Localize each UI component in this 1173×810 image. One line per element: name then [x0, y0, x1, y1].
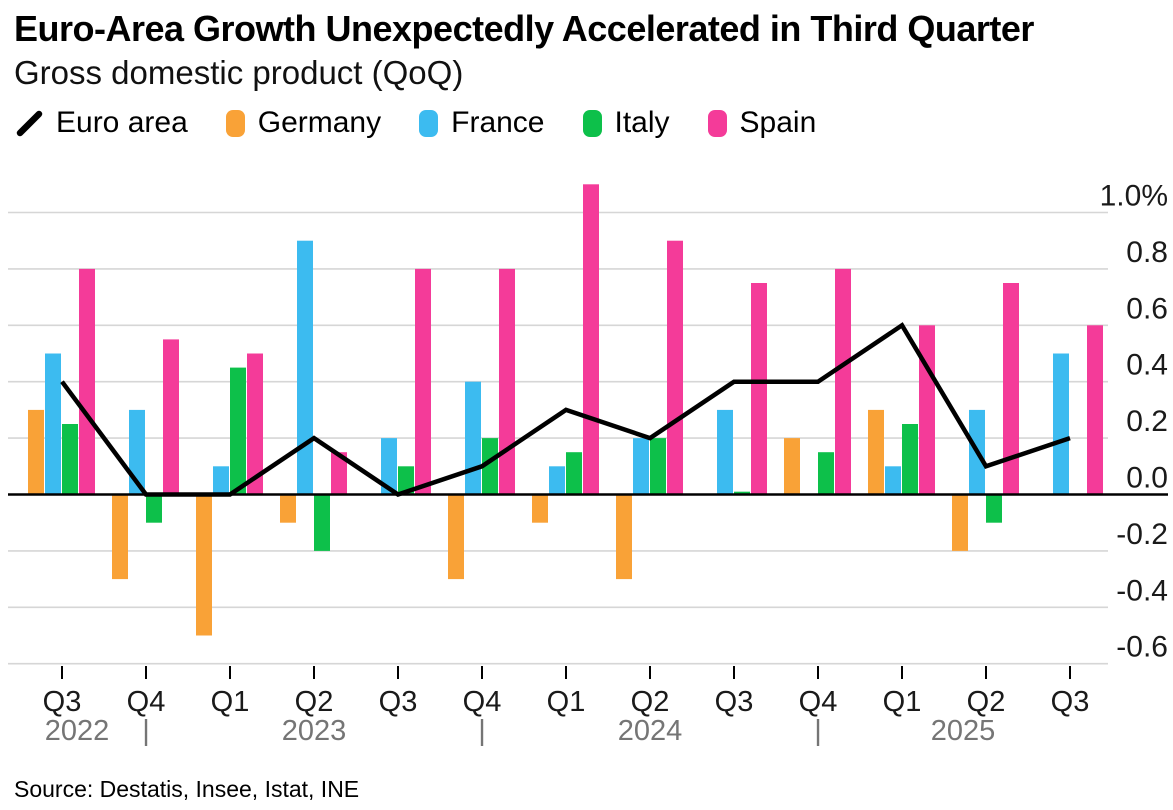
- year-label: 2022: [45, 715, 110, 747]
- x-axis-label: Q3: [715, 686, 754, 718]
- year-separator: |: [142, 715, 150, 747]
- bar-germany-q1-2025: [868, 409, 884, 495]
- x-axis-label: Q4: [127, 686, 166, 718]
- bar-spain-q4-2022: [163, 339, 179, 495]
- italy-swatch-icon: [582, 109, 602, 137]
- y-axis-label: 1.0%: [1100, 180, 1168, 213]
- x-axis-label: Q2: [295, 686, 334, 718]
- euro-area-line-icon: [16, 110, 43, 136]
- year-label: 2023: [282, 715, 347, 747]
- x-axis-label: Q4: [799, 686, 838, 718]
- legend-label: Italy: [614, 106, 670, 139]
- legend-item-germany: Germany: [225, 106, 382, 140]
- bar-france-q3-2025: [1053, 353, 1069, 495]
- x-axis-label: Q1: [547, 686, 586, 718]
- bar-italy-q1-2024: [566, 452, 582, 495]
- bar-spain-q1-2024: [583, 184, 599, 495]
- bar-germany-q4-2022: [112, 494, 128, 580]
- bar-italy-q1-2023: [230, 367, 246, 495]
- bar-spain-q3-2025: [1087, 325, 1103, 495]
- legend-label: Euro area: [56, 106, 188, 139]
- x-axis-label: Q1: [883, 686, 922, 718]
- bar-spain-q3-2024: [751, 283, 767, 495]
- france-swatch-icon: [419, 109, 439, 137]
- bar-germany-q3-2022: [28, 409, 44, 495]
- bar-spain-q1-2023: [247, 353, 263, 495]
- bar-france-q1-2023: [213, 466, 229, 495]
- bar-france-q1-2025: [885, 466, 901, 495]
- chart-legend: Euro area Germany France Italy Spain: [16, 106, 816, 140]
- bar-italy-q3-2023: [398, 466, 414, 495]
- y-axis-label: -0.2: [1116, 518, 1168, 551]
- legend-label: France: [451, 106, 545, 139]
- legend-label: Spain: [739, 106, 817, 139]
- y-axis-label: 0.2: [1126, 405, 1168, 438]
- euro-area-line: [60, 322, 1071, 497]
- x-axis-label: Q2: [631, 686, 670, 718]
- bar-italy-q1-2025: [902, 424, 918, 495]
- x-axis-label: Q3: [43, 686, 82, 718]
- bar-germany-q2-2025: [952, 494, 968, 551]
- year-separator: |: [478, 715, 486, 747]
- bar-spain-q4-2023: [499, 268, 515, 495]
- y-axis-label: 0.8: [1126, 236, 1168, 269]
- x-axis-label: Q1: [211, 686, 250, 718]
- bar-germany-q1-2024: [532, 494, 548, 523]
- bar-france-q4-2023: [465, 381, 481, 495]
- bar-france-q3-2023: [381, 438, 397, 495]
- y-axis-label: -0.4: [1116, 574, 1168, 607]
- spain-swatch-icon: [707, 109, 727, 137]
- bar-italy-q3-2024: [734, 491, 750, 495]
- year-separator: |: [814, 715, 822, 747]
- bar-germany-q4-2024: [784, 438, 800, 495]
- legend-item-italy: Italy: [582, 106, 670, 140]
- bar-italy-q4-2024: [818, 452, 834, 495]
- chart-subtitle: Gross domestic product (QoQ): [14, 54, 464, 91]
- legend-item-spain: Spain: [707, 106, 817, 140]
- x-axis-label: Q3: [1051, 686, 1090, 718]
- bar-italy-q4-2023: [482, 438, 498, 495]
- bar-france-q3-2022: [45, 353, 61, 495]
- legend-item-france: France: [419, 106, 545, 140]
- chart-title: Euro-Area Growth Unexpectedly Accelerate…: [14, 8, 1034, 49]
- y-axis-label: -0.6: [1116, 631, 1168, 664]
- bar-italy-q2-2024: [650, 438, 666, 495]
- x-axis-label: Q3: [379, 686, 418, 718]
- bar-france-q3-2024: [717, 409, 733, 495]
- bar-france-q1-2024: [549, 466, 565, 495]
- source-note: Source: Destatis, Insee, Istat, INE: [14, 776, 360, 802]
- bar-spain-q2-2023: [331, 452, 347, 495]
- bar-spain-q1-2025: [919, 325, 935, 495]
- bar-spain-q3-2023: [415, 268, 431, 495]
- y-axis-label: 0.4: [1126, 349, 1168, 382]
- bar-spain-q3-2022: [79, 268, 95, 495]
- y-axis-label: 0.6: [1126, 292, 1168, 325]
- year-label: 2025: [931, 715, 996, 747]
- year-label: 2024: [618, 715, 683, 747]
- bar-italy-q2-2023: [314, 494, 330, 551]
- x-axis-label: Q4: [463, 686, 502, 718]
- bar-spain-q4-2024: [835, 268, 851, 495]
- bar-italy-q4-2022: [146, 494, 162, 523]
- bar-italy-q3-2022: [62, 424, 78, 495]
- bar-germany-q2-2023: [280, 494, 296, 523]
- bar-spain-q2-2024: [667, 240, 683, 495]
- x-axis-label: Q2: [967, 686, 1006, 718]
- y-axis-label: 0.0: [1126, 462, 1168, 495]
- bar-france-q2-2023: [297, 240, 313, 495]
- bar-germany-q1-2023: [196, 494, 212, 636]
- germany-swatch-icon: [225, 109, 245, 137]
- bar-germany-q4-2023: [448, 494, 464, 580]
- bar-germany-q2-2024: [616, 494, 632, 580]
- legend-label: Germany: [257, 106, 382, 139]
- bar-italy-q2-2025: [986, 494, 1002, 523]
- bar-france-q2-2024: [633, 438, 649, 495]
- legend-item-euro-area: Euro area: [16, 106, 188, 140]
- bar-spain-q2-2025: [1003, 283, 1019, 495]
